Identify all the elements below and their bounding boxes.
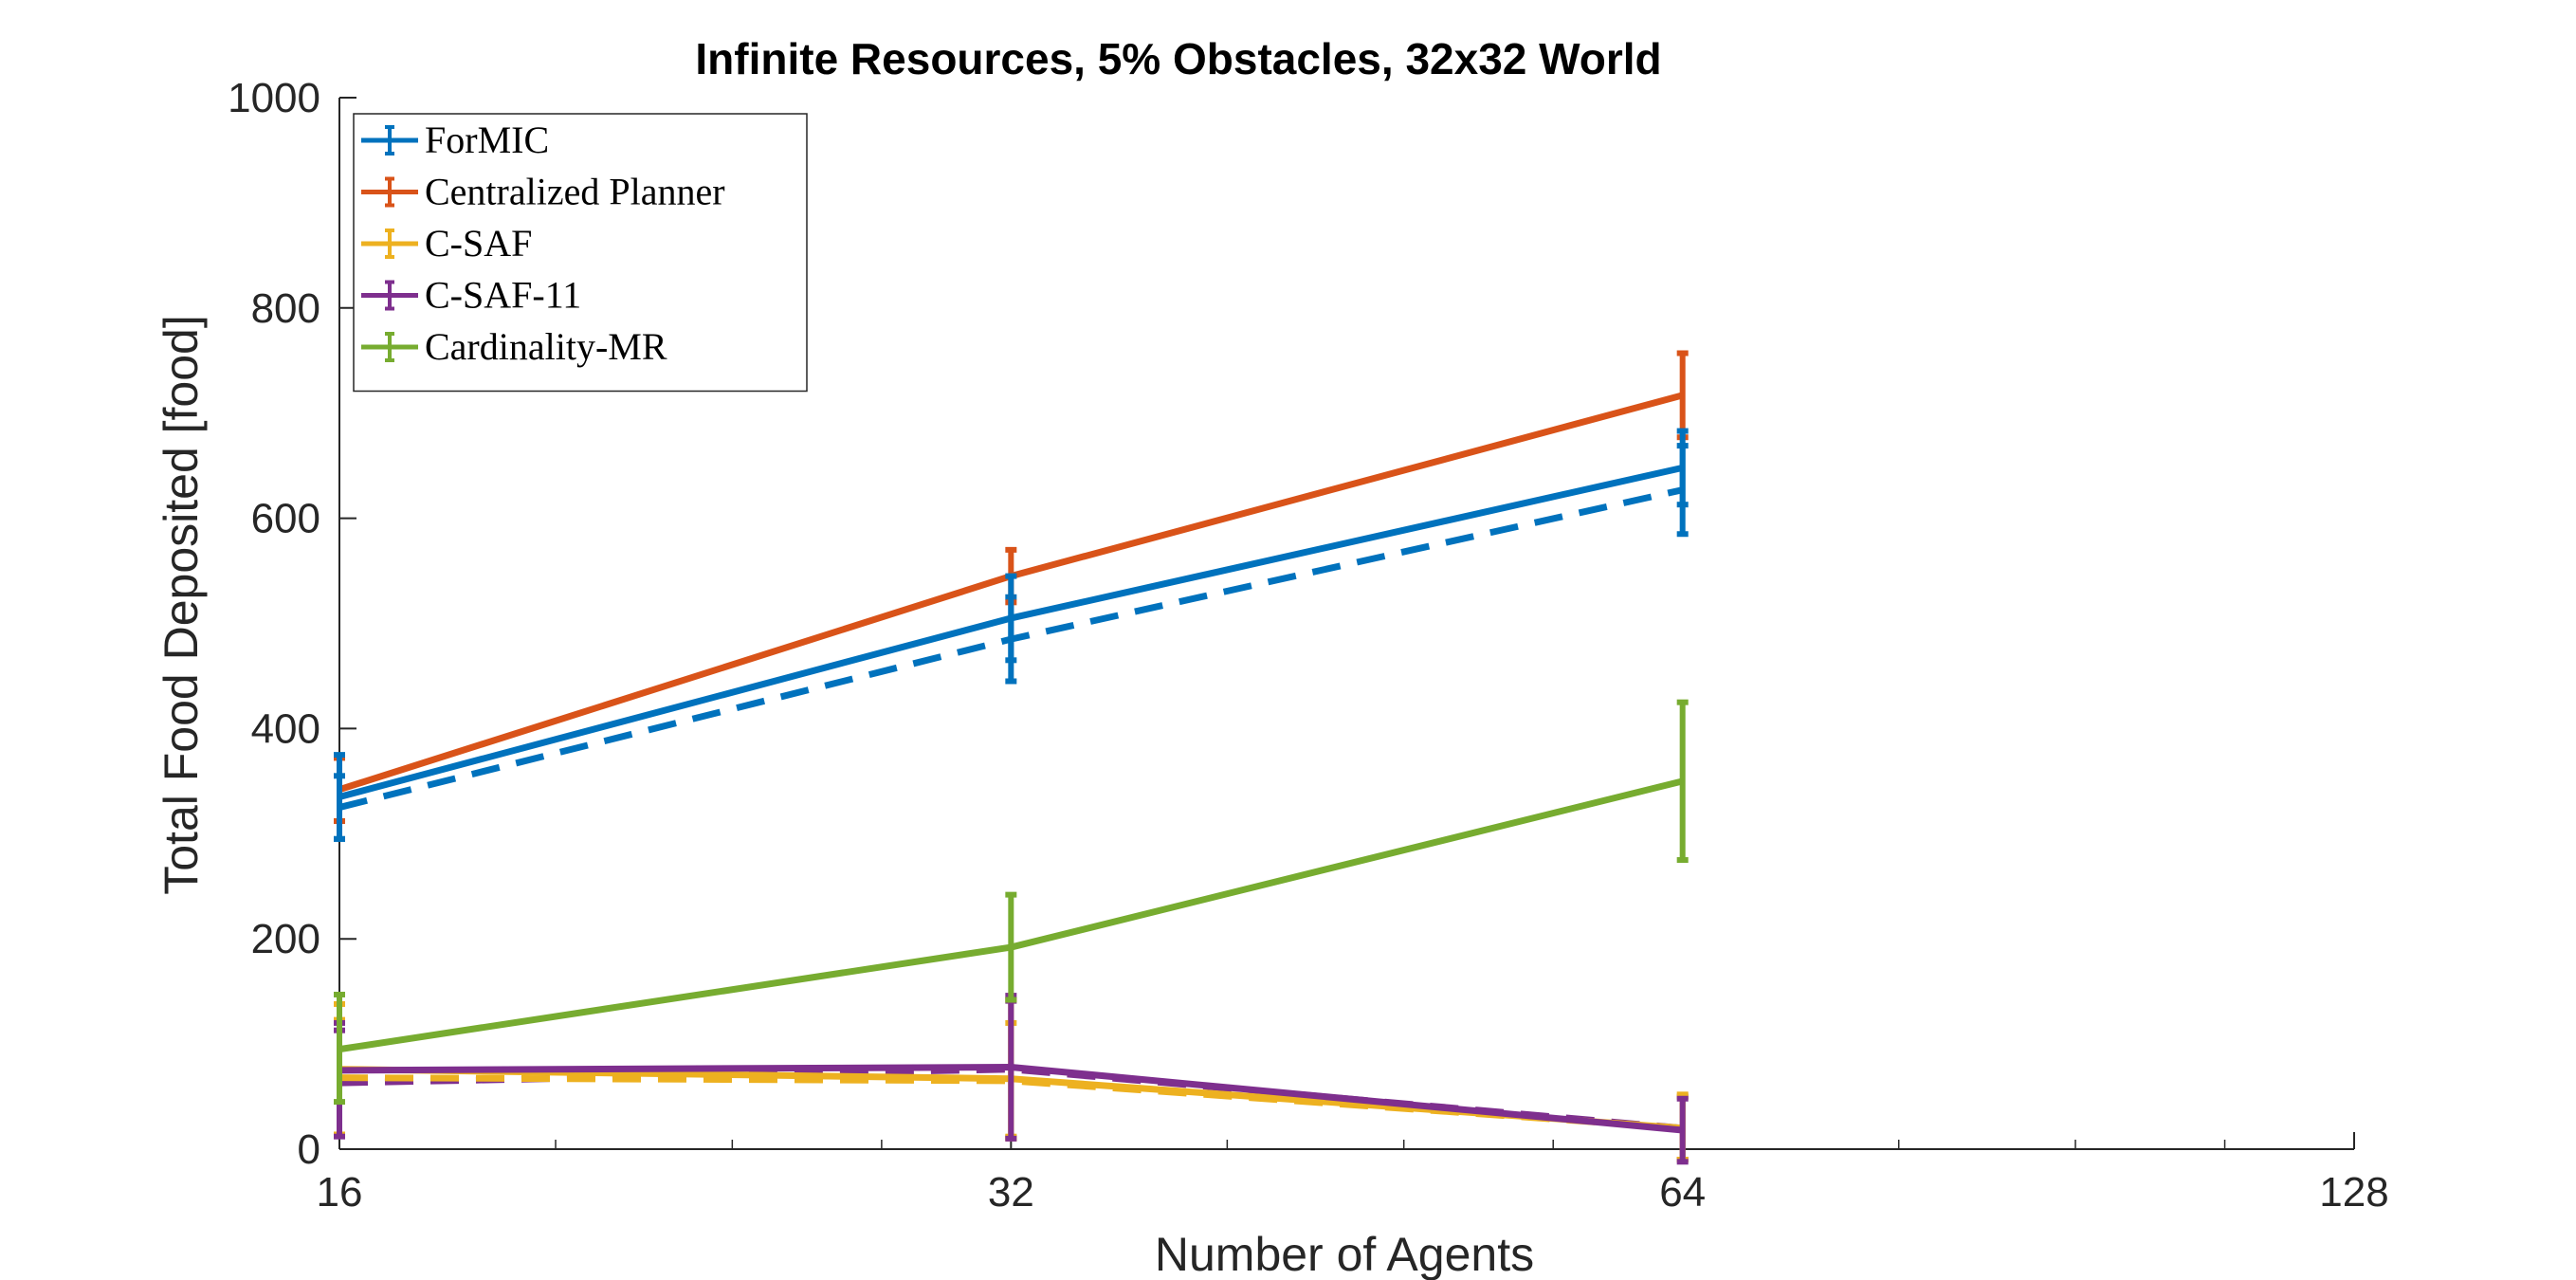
data-point	[338, 1047, 341, 1051]
legend-box	[353, 113, 808, 393]
data-point	[1680, 466, 1685, 470]
y-tick-label: 200	[251, 916, 320, 962]
data-point	[1680, 1128, 1685, 1133]
x-axis-label: Number of Agents	[1155, 1228, 1534, 1280]
data-point	[1009, 615, 1014, 620]
chart-title: Infinite Resources, 5% Obstacles, 32x32 …	[695, 34, 1661, 83]
y-tick-label: 1000	[228, 75, 320, 121]
legend-item: Cardinality-MR	[361, 325, 667, 368]
series-cardinality-mr	[334, 699, 1689, 1106]
y-axis-label: Total Food Deposited [food]	[155, 315, 208, 895]
legend-label: Cardinality-MR	[425, 325, 667, 368]
x-tick-label: 32	[988, 1169, 1034, 1216]
data-point	[1680, 393, 1685, 397]
y-tick-label: 400	[251, 705, 320, 752]
legend-item: C-SAF-11	[361, 274, 581, 317]
legend-item: C-SAF	[361, 222, 532, 265]
y-tick-label: 800	[251, 285, 320, 332]
x-tick-label: 128	[2319, 1169, 2388, 1216]
legend-item: ForMIC	[361, 119, 549, 161]
axes: 0 200 400 600 800 1000 16 32 64 128	[228, 75, 2389, 1216]
series-layer	[334, 350, 1689, 1165]
series-formic	[334, 428, 1689, 842]
data-point	[1009, 1065, 1014, 1070]
legend-label: ForMIC	[425, 119, 549, 161]
data-point	[1680, 778, 1685, 783]
data-point	[338, 795, 341, 799]
legend-item: Centralized Planner	[361, 171, 725, 213]
legend: ForMIC Centralized Planner C-SAF C-SAF-11 Ca…	[353, 113, 808, 393]
legend-label: C-SAF-11	[425, 274, 581, 317]
legend-label: C-SAF	[425, 222, 532, 265]
x-tick-label: 16	[317, 1169, 363, 1216]
data-point	[1009, 945, 1014, 950]
x-tick-label: 64	[1659, 1169, 1706, 1216]
y-tick-label: 600	[251, 496, 320, 542]
y-tick-label: 0	[298, 1126, 320, 1173]
legend-label: Centralized Planner	[425, 171, 725, 213]
